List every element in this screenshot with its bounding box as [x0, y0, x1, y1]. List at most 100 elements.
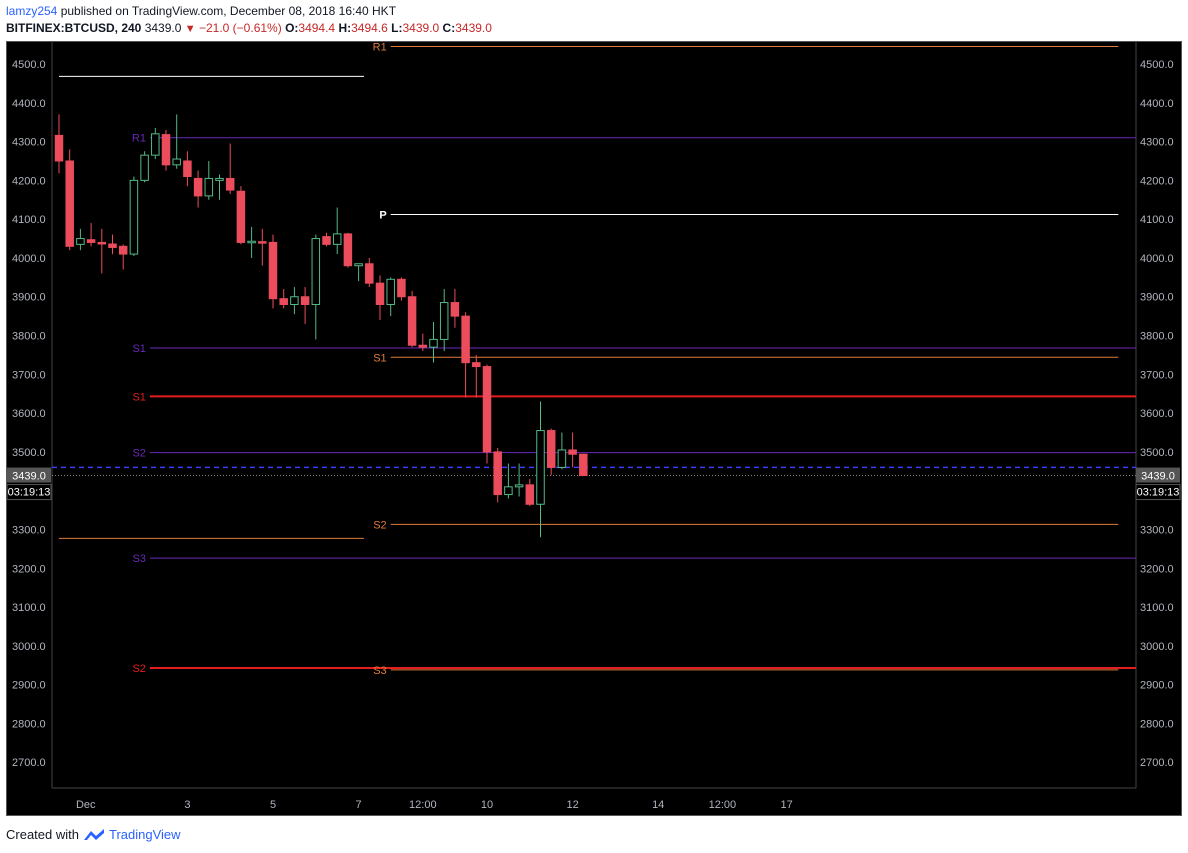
- candle-down: [375, 282, 385, 305]
- candle-down: [268, 241, 278, 300]
- y-tick-label-right: 3200.0: [1140, 563, 1174, 575]
- candle-down: [65, 160, 74, 247]
- open-value: 3494.4: [298, 21, 336, 35]
- candle-down: [418, 344, 428, 348]
- y-tick-label-right: 3500.0: [1140, 447, 1174, 459]
- y-tick-label-left: 3500.0: [12, 447, 46, 459]
- candle-up: [172, 158, 181, 166]
- candle-down: [568, 449, 577, 455]
- price-label-left-countdown: 03:19:13: [8, 487, 51, 499]
- y-tick-label-left: 3600.0: [12, 408, 46, 420]
- candle-down: [183, 160, 192, 177]
- candle-down: [97, 241, 107, 245]
- y-tick-label-left: 3000.0: [12, 641, 46, 653]
- y-tick-label-right: 3000.0: [1140, 641, 1174, 653]
- candle-down: [279, 298, 288, 305]
- pivot-label-s2: S2: [373, 519, 386, 531]
- y-tick-label-right: 2700.0: [1140, 757, 1174, 769]
- down-arrow-icon: ▼: [184, 23, 196, 35]
- price-label-left-countdown-bg: [6, 484, 52, 501]
- y-tick-label-left: 3800.0: [12, 331, 46, 343]
- candle-down: [193, 177, 203, 197]
- candle-down: [108, 243, 117, 248]
- candle-up: [429, 338, 438, 348]
- candle-down: [407, 296, 417, 346]
- symbol-label: BITFINEX:BTCUSD, 240: [6, 21, 142, 35]
- candle-down: [118, 245, 128, 255]
- candle-up: [311, 238, 321, 305]
- x-tick-label: 12: [566, 799, 578, 811]
- close-label: C:: [442, 21, 456, 35]
- candle-down: [300, 296, 310, 305]
- x-tick-label: 3: [184, 799, 190, 811]
- candle-up: [536, 430, 545, 505]
- candle-down: [525, 484, 535, 505]
- candle-down: [397, 278, 406, 298]
- pivot-label-s1: S1: [373, 352, 386, 364]
- publish-text: published on TradingView.com, December 0…: [60, 4, 397, 18]
- y-tick-label-right: 3600.0: [1140, 408, 1174, 420]
- pivot-label-s1: S1: [132, 391, 145, 403]
- candle-up: [204, 177, 214, 197]
- symbol-info: BITFINEX:BTCUSD, 240 3439.0 ▼ −21.0 (−0.…: [6, 21, 492, 35]
- close-value: 3439.0: [455, 21, 492, 35]
- price-label-right-countdown-bg: [1135, 484, 1181, 501]
- candle-down: [461, 315, 470, 364]
- candle-up: [247, 240, 256, 244]
- x-tick-label: 7: [356, 799, 362, 811]
- price-label-right-countdown: 03:19:13: [1137, 487, 1180, 499]
- candle-up: [439, 302, 449, 340]
- last-price: 3439.0: [144, 21, 182, 35]
- x-tick-label: 5: [270, 799, 276, 811]
- y-tick-label-left: 2800.0: [12, 718, 46, 730]
- candle-down: [450, 302, 460, 317]
- candle-up: [504, 486, 513, 496]
- candle-up: [140, 154, 149, 181]
- author-link[interactable]: lamzy254: [6, 4, 58, 18]
- high-value: 3494.6: [351, 21, 388, 35]
- y-tick-label-left: 3200.0: [12, 563, 46, 575]
- y-tick-label-left: 4000.0: [12, 253, 46, 265]
- candle-down: [236, 190, 246, 243]
- tradingview-brand[interactable]: TradingView: [108, 827, 181, 842]
- y-tick-label-right: 4200.0: [1140, 175, 1174, 187]
- y-tick-label-right: 3900.0: [1140, 292, 1174, 304]
- y-tick-label-left: 3900.0: [12, 292, 46, 304]
- candle-down: [493, 451, 502, 496]
- y-tick-label-right: 4500.0: [1140, 59, 1174, 71]
- y-tick-label-right: 3100.0: [1140, 602, 1174, 614]
- candle-down: [579, 453, 588, 477]
- pivot-label-s3: S3: [132, 553, 145, 565]
- chart-panel[interactable]: [6, 41, 1182, 816]
- y-tick-label-left: 3700.0: [12, 369, 46, 381]
- pivot-label-r1: R1: [373, 42, 387, 54]
- pivot-label-r1: R1: [132, 133, 146, 145]
- y-tick-label-left: 3100.0: [12, 602, 46, 614]
- x-tick-label: Dec: [76, 799, 96, 811]
- x-tick-label: 12:00: [709, 799, 737, 811]
- tradingview-logo-icon: [83, 828, 104, 840]
- candle-up: [76, 238, 85, 245]
- price-label-left: 3439.0: [12, 471, 46, 483]
- y-tick-label-left: 4500.0: [12, 59, 46, 71]
- y-tick-label-right: 4000.0: [1140, 253, 1174, 265]
- candle-down: [322, 236, 331, 245]
- pivot-label-s2: S2: [132, 663, 145, 675]
- price-chart[interactable]: 2700.0 2700.0 2800.0 2800.0 2900.0 2900.0 3000…: [6, 41, 1182, 816]
- y-tick-label-left: 4100.0: [12, 214, 46, 226]
- candle-up: [129, 179, 139, 255]
- y-tick-label-left: 4400.0: [12, 98, 46, 110]
- low-label: L:: [391, 21, 403, 35]
- y-tick-label-right: 4400.0: [1140, 98, 1174, 110]
- created-with-text: Created with: [6, 827, 79, 842]
- y-tick-label-right: 3800.0: [1140, 331, 1174, 343]
- candle-up: [354, 263, 363, 267]
- x-tick-label: 14: [652, 799, 664, 811]
- x-tick-label: 10: [481, 799, 493, 811]
- candle-down: [86, 239, 96, 243]
- candle-down: [482, 366, 492, 453]
- low-value: 3439.0: [402, 21, 440, 35]
- footer: Created with TradingView: [6, 827, 181, 842]
- y-tick-label-right: 2900.0: [1140, 680, 1174, 692]
- candle-down: [546, 430, 556, 468]
